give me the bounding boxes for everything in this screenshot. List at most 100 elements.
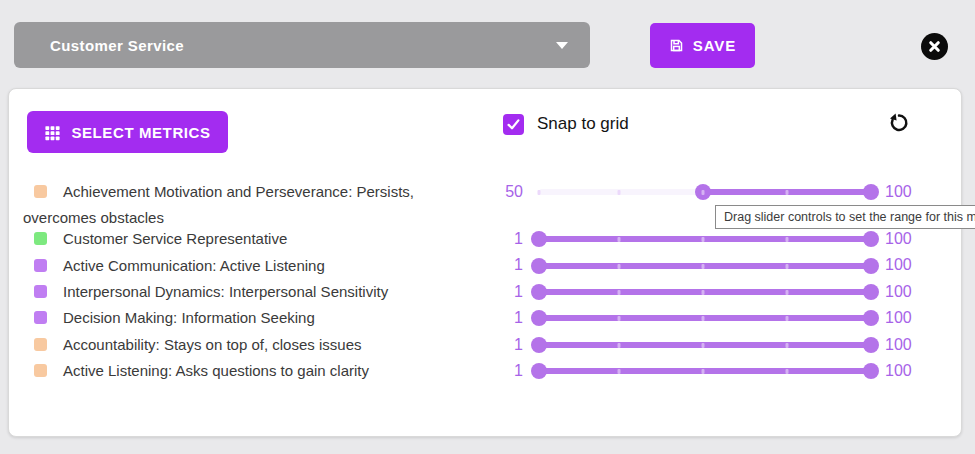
slider-max-value: 100 bbox=[885, 332, 925, 358]
metric-label: Active Listening: Asks questions to gain… bbox=[63, 362, 369, 379]
metric-label: Active Communication: Active Listening bbox=[63, 257, 325, 274]
slider-tick bbox=[702, 290, 705, 295]
slider-min-value: 50 bbox=[475, 179, 523, 205]
slider-tooltip-text: Drag slider controls to set the range fo… bbox=[724, 210, 975, 224]
close-icon bbox=[927, 39, 942, 54]
slider-max-value: 100 bbox=[885, 179, 925, 205]
metric-color-swatch bbox=[34, 311, 47, 324]
metric-row: Decision Making: Information Seeking 1 1… bbox=[9, 305, 961, 331]
slider-fill[interactable] bbox=[539, 289, 871, 295]
metric-label: Customer Service Representative bbox=[63, 230, 287, 247]
slider-tick bbox=[786, 369, 789, 374]
slider-max-value: 100 bbox=[885, 279, 925, 305]
range-slider[interactable] bbox=[539, 284, 871, 300]
slider-tick bbox=[618, 369, 621, 374]
snap-to-grid-toggle[interactable]: Snap to grid bbox=[503, 112, 629, 136]
rotate-left-icon bbox=[887, 110, 913, 134]
slider-tick bbox=[702, 316, 705, 321]
slider-max-value: 100 bbox=[885, 226, 925, 252]
slider-handle-high[interactable] bbox=[863, 337, 879, 353]
slider-max-value: 100 bbox=[885, 358, 925, 384]
snap-to-grid-label: Snap to grid bbox=[537, 114, 629, 134]
slider-handle-high[interactable] bbox=[863, 184, 879, 200]
save-button-label: SAVE bbox=[693, 37, 737, 54]
range-slider[interactable] bbox=[539, 231, 871, 247]
slider-handle-low[interactable] bbox=[531, 258, 547, 274]
save-button[interactable]: SAVE bbox=[650, 23, 755, 68]
slider-handle-low[interactable] bbox=[531, 231, 547, 247]
slider-tick bbox=[786, 237, 789, 242]
slider-max-value: 100 bbox=[885, 252, 925, 278]
slider-handle-high[interactable] bbox=[863, 284, 879, 300]
close-button[interactable] bbox=[921, 33, 948, 60]
range-slider[interactable] bbox=[539, 363, 871, 379]
chevron-down-icon bbox=[556, 42, 568, 49]
metrics-panel: SELECT METRICS Snap to grid Achievement … bbox=[8, 88, 962, 437]
slider-handle-high[interactable] bbox=[863, 310, 879, 326]
slider-tick bbox=[786, 190, 789, 195]
metric-color-swatch bbox=[34, 338, 47, 351]
slider-handle-high[interactable] bbox=[863, 363, 879, 379]
slider-min-value: 1 bbox=[475, 279, 523, 305]
metric-label: Achievement Motivation and Perseverance:… bbox=[23, 183, 414, 226]
range-slider[interactable] bbox=[539, 184, 871, 200]
metric-color-swatch bbox=[34, 259, 47, 272]
slider-min-value: 1 bbox=[475, 252, 523, 278]
range-slider[interactable] bbox=[539, 337, 871, 353]
metric-label: Accountability: Stays on top of, closes … bbox=[63, 336, 361, 353]
slider-max-value: 100 bbox=[885, 305, 925, 331]
metric-row: Customer Service Representative 1 100 bbox=[9, 226, 961, 252]
slider-tick bbox=[702, 343, 705, 348]
slider-tooltip: Drag slider controls to set the range fo… bbox=[715, 205, 975, 229]
slider-tick bbox=[702, 237, 705, 242]
slider-handle-high[interactable] bbox=[863, 258, 879, 274]
slider-min-value: 1 bbox=[475, 358, 523, 384]
metric-row: Active Communication: Active Listening 1… bbox=[9, 252, 961, 278]
range-slider[interactable] bbox=[539, 258, 871, 274]
slider-handle-low[interactable] bbox=[531, 310, 547, 326]
slider-fill[interactable] bbox=[539, 368, 871, 374]
slider-tick bbox=[786, 290, 789, 295]
select-metrics-button[interactable]: SELECT METRICS bbox=[27, 111, 228, 153]
slider-tick bbox=[618, 290, 621, 295]
metric-label: Decision Making: Information Seeking bbox=[63, 309, 315, 326]
slider-tick bbox=[786, 316, 789, 321]
checkmark-icon bbox=[506, 117, 521, 132]
metric-color-swatch bbox=[34, 285, 47, 298]
grid-icon bbox=[44, 124, 61, 141]
slider-fill[interactable] bbox=[539, 236, 871, 242]
range-slider[interactable] bbox=[539, 310, 871, 326]
slider-tick bbox=[618, 264, 621, 269]
template-select-value: Customer Service bbox=[50, 37, 184, 54]
slider-handle-low[interactable] bbox=[531, 337, 547, 353]
metric-color-swatch bbox=[34, 364, 47, 377]
slider-tick bbox=[786, 343, 789, 348]
template-select[interactable]: Customer Service bbox=[14, 22, 590, 68]
metric-row: Active Listening: Asks questions to gain… bbox=[9, 358, 961, 384]
select-metrics-label: SELECT METRICS bbox=[71, 124, 210, 141]
slider-tick bbox=[618, 343, 621, 348]
slider-tick bbox=[702, 264, 705, 269]
slider-min-value: 1 bbox=[475, 226, 523, 252]
reset-button[interactable] bbox=[887, 109, 913, 135]
slider-fill[interactable] bbox=[539, 263, 871, 269]
slider-min-value: 1 bbox=[475, 305, 523, 331]
slider-handle-low[interactable] bbox=[531, 363, 547, 379]
slider-min-value: 1 bbox=[475, 332, 523, 358]
slider-tick bbox=[618, 316, 621, 321]
slider-tick bbox=[618, 237, 621, 242]
snap-to-grid-checkbox[interactable] bbox=[503, 114, 524, 135]
slider-tick bbox=[702, 190, 705, 195]
metric-row: Interpersonal Dynamics: Interpersonal Se… bbox=[9, 279, 961, 305]
slider-fill[interactable] bbox=[539, 342, 871, 348]
slider-tick bbox=[538, 190, 541, 195]
slider-tick bbox=[702, 369, 705, 374]
slider-handle-low[interactable] bbox=[531, 284, 547, 300]
metric-color-swatch bbox=[34, 185, 47, 198]
slider-tick bbox=[618, 190, 621, 195]
metric-label: Interpersonal Dynamics: Interpersonal Se… bbox=[63, 283, 388, 300]
slider-fill[interactable] bbox=[539, 315, 871, 321]
slider-tick bbox=[786, 264, 789, 269]
metric-color-swatch bbox=[34, 232, 47, 245]
slider-handle-high[interactable] bbox=[863, 231, 879, 247]
